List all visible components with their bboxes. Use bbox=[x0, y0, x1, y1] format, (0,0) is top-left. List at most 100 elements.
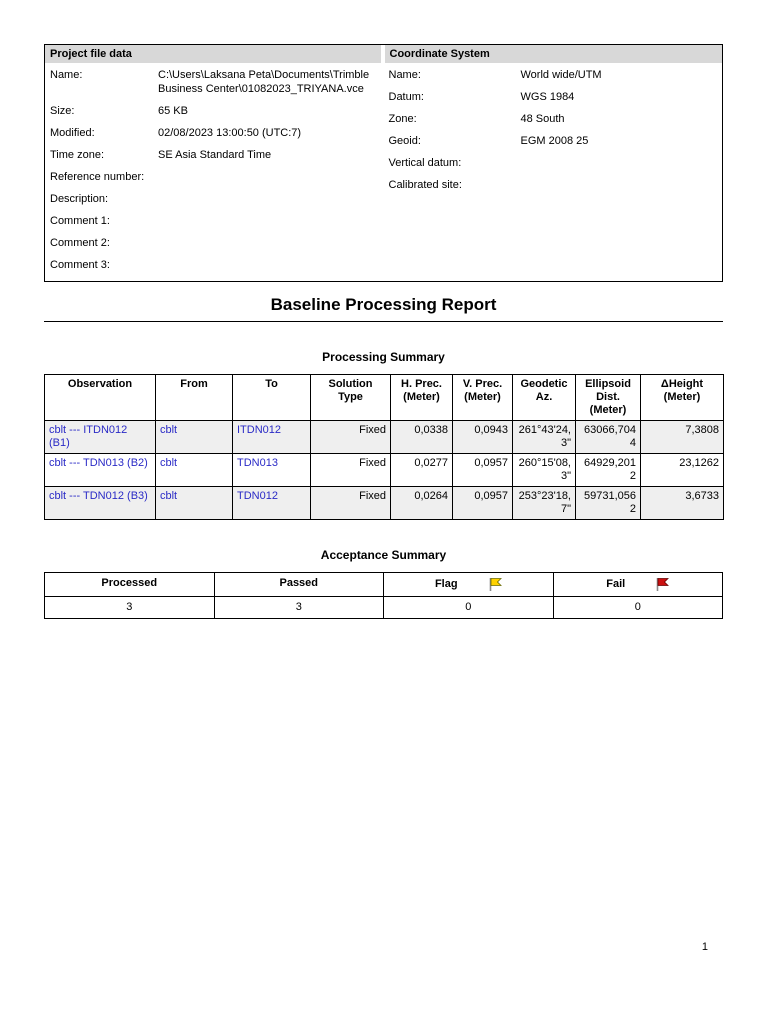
info-row: Vertical datum: bbox=[384, 151, 723, 173]
to-link[interactable]: ITDN012 bbox=[232, 420, 311, 454]
processing-summary-table: Observation From To Solution Type H. Pre… bbox=[44, 374, 724, 520]
observation-link[interactable]: cblt --- TDN012 (B3) bbox=[44, 486, 156, 520]
info-value: 02/08/2023 13:00:50 (UTC:7) bbox=[158, 127, 302, 139]
to-link[interactable]: TDN012 bbox=[232, 486, 311, 520]
info-value bbox=[158, 214, 379, 228]
coordinate-system-header: Coordinate System bbox=[384, 45, 722, 63]
info-label: Geoid: bbox=[388, 135, 421, 147]
project-file-header: Project file data bbox=[45, 45, 381, 63]
col-header-flag: Flag bbox=[383, 572, 554, 597]
col-header-dheight: ΔHeight (Meter) bbox=[640, 374, 724, 421]
col-header-to: To bbox=[232, 374, 311, 421]
info-label: Description: bbox=[50, 193, 109, 205]
v-prec-cell: 0,0957 bbox=[452, 453, 513, 487]
passed-count: 3 bbox=[213, 596, 384, 619]
info-label: Zone: bbox=[388, 113, 417, 125]
info-row: Description: bbox=[45, 187, 384, 209]
coordinate-system-section: Coordinate System Name: World wide/UTM D… bbox=[384, 45, 723, 281]
col-header-v-prec: V. Prec. (Meter) bbox=[452, 374, 513, 421]
info-row: Calibrated site: bbox=[384, 173, 723, 195]
col-header-fail: Fail bbox=[552, 572, 723, 597]
dheight-cell: 7,3808 bbox=[640, 420, 724, 454]
flag-label: Flag bbox=[434, 578, 458, 590]
info-row: Datum: WGS 1984 bbox=[384, 85, 723, 107]
info-row: Reference number: bbox=[45, 165, 384, 187]
info-row: Time zone: SE Asia Standard Time bbox=[45, 143, 384, 165]
page-title: Baseline Processing Report bbox=[270, 295, 497, 314]
info-label: Comment 3: bbox=[50, 259, 110, 271]
project-file-section: Project file data Name: C:\Users\Laksana… bbox=[45, 45, 384, 281]
h-prec-cell: 0,0338 bbox=[390, 420, 453, 454]
info-label: Time zone: bbox=[50, 149, 105, 161]
solution-type-cell: Fixed bbox=[310, 486, 391, 520]
acceptance-summary-table: Processed Passed Flag Fail bbox=[44, 572, 723, 619]
observation-link[interactable]: cblt --- TDN013 (B2) bbox=[44, 453, 156, 487]
info-row: Name: C:\Users\Laksana Peta\Documents\Tr… bbox=[45, 63, 384, 99]
info-label: Reference number: bbox=[50, 171, 145, 183]
info-value: EGM 2008 25 bbox=[520, 135, 589, 147]
info-row: Comment 3: bbox=[45, 253, 384, 275]
solution-type-cell: Fixed bbox=[310, 453, 391, 487]
table-row: cblt --- ITDN012 (B1) cblt ITDN012 Fixed… bbox=[44, 420, 724, 454]
info-row: Geoid: EGM 2008 25 bbox=[384, 129, 723, 151]
info-value: World wide/UTM bbox=[520, 69, 602, 81]
info-label: Name: bbox=[388, 69, 421, 81]
info-label: Calibrated site: bbox=[388, 179, 462, 191]
dheight-cell: 23,1262 bbox=[640, 453, 724, 487]
info-label: Modified: bbox=[50, 127, 95, 139]
table-header-row: Processed Passed Flag Fail bbox=[44, 572, 723, 597]
acceptance-summary-title: Acceptance Summary bbox=[320, 548, 447, 562]
from-link[interactable]: cblt bbox=[155, 453, 233, 487]
info-row: Name: World wide/UTM bbox=[384, 63, 723, 85]
geodetic-az-cell: 253°23'18,7" bbox=[512, 486, 576, 520]
geodetic-az-cell: 260°15'08,3" bbox=[512, 453, 576, 487]
info-row: Comment 2: bbox=[45, 231, 384, 253]
file-info-box: Project file data Name: C:\Users\Laksana… bbox=[44, 44, 723, 282]
info-value bbox=[158, 236, 379, 250]
info-value bbox=[158, 192, 379, 206]
info-row: Size: 65 KB bbox=[45, 99, 384, 121]
col-header-processed: Processed bbox=[44, 572, 215, 597]
col-header-geodetic-az: Geodetic Az. bbox=[512, 374, 576, 421]
info-label: Datum: bbox=[388, 91, 424, 103]
info-value: 48 South bbox=[520, 113, 565, 125]
table-header-row: Observation From To Solution Type H. Pre… bbox=[44, 374, 724, 421]
info-value: WGS 1984 bbox=[520, 91, 575, 103]
page-number: 1 bbox=[701, 941, 708, 953]
info-label: Comment 1: bbox=[50, 215, 110, 227]
info-label: Vertical datum: bbox=[388, 157, 462, 169]
h-prec-cell: 0,0264 bbox=[390, 486, 453, 520]
info-value bbox=[158, 258, 379, 272]
col-header-from: From bbox=[155, 374, 233, 421]
info-value bbox=[158, 170, 379, 184]
fail-count: 0 bbox=[552, 596, 723, 619]
info-value: 65 KB bbox=[158, 105, 188, 117]
ellipsoid-dist-cell: 59731,0562 bbox=[575, 486, 641, 520]
table-row: cblt --- TDN012 (B3) cblt TDN012 Fixed 0… bbox=[44, 486, 724, 520]
ellipsoid-dist-cell: 64929,2012 bbox=[575, 453, 641, 487]
to-link[interactable]: TDN013 bbox=[232, 453, 311, 487]
info-value: C:\Users\Laksana Peta\Documents\Trimble … bbox=[158, 69, 370, 95]
col-header-solution-type: Solution Type bbox=[310, 374, 391, 421]
observation-link[interactable]: cblt --- ITDN012 (B1) bbox=[44, 420, 156, 454]
flag-count: 0 bbox=[383, 596, 554, 619]
info-label: Size: bbox=[50, 105, 75, 117]
geodetic-az-cell: 261°43'24,3" bbox=[512, 420, 576, 454]
dheight-cell: 3,6733 bbox=[640, 486, 724, 520]
title-divider bbox=[44, 321, 723, 322]
from-link[interactable]: cblt bbox=[155, 486, 233, 520]
fail-label: Fail bbox=[606, 578, 626, 590]
info-row: Modified: 02/08/2023 13:00:50 (UTC:7) bbox=[45, 121, 384, 143]
info-value bbox=[521, 178, 718, 192]
ellipsoid-dist-cell: 63066,7044 bbox=[575, 420, 641, 454]
info-label: Name: bbox=[50, 69, 83, 81]
info-value bbox=[521, 156, 718, 170]
h-prec-cell: 0,0277 bbox=[390, 453, 453, 487]
processing-summary-title: Processing Summary bbox=[322, 350, 445, 364]
info-row: Comment 1: bbox=[45, 209, 384, 231]
table-row: cblt --- TDN013 (B2) cblt TDN013 Fixed 0… bbox=[44, 453, 724, 487]
v-prec-cell: 0,0943 bbox=[452, 420, 513, 454]
from-link[interactable]: cblt bbox=[155, 420, 233, 454]
col-header-observation: Observation bbox=[44, 374, 156, 421]
